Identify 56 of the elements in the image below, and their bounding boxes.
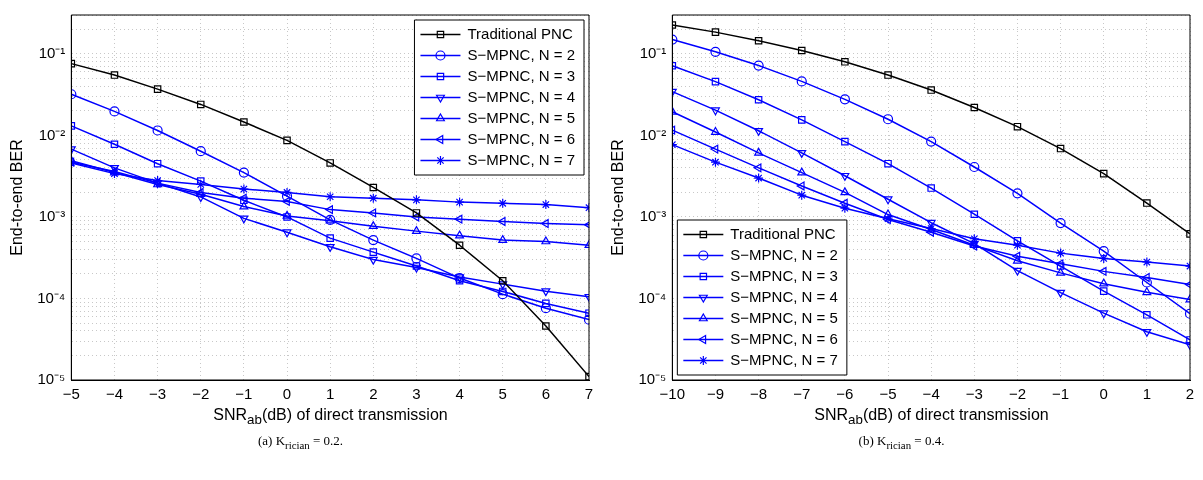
y-tick-label: 10⁻⁴ <box>638 288 667 306</box>
legend-label: S−MPNC, N = 3 <box>730 266 838 284</box>
x-tick-label: 1 <box>1142 385 1152 403</box>
y-tick-label: 10⁻⁵ <box>37 370 66 388</box>
y-tick-label: 10⁻¹ <box>639 44 667 62</box>
legend-label: Traditional PNC <box>730 224 836 242</box>
x-tick-label: −5 <box>62 385 80 403</box>
legend-label: S−MPNC, N = 5 <box>730 308 838 326</box>
x-tick-label: −7 <box>793 385 811 403</box>
y-tick-label: 10⁻² <box>639 125 667 143</box>
y-tick-label: 10⁻² <box>38 125 66 143</box>
x-axis-title: SNR$_{ab}$(dB) of direct transmission <box>813 406 1050 428</box>
x-tick-label: 0 <box>1099 385 1108 403</box>
x-tick-label: −10 <box>659 385 686 403</box>
legend-label: S−MPNC, N = 3 <box>467 66 576 84</box>
y-tick-label: 10⁻¹ <box>38 44 66 62</box>
x-tick-label: −1 <box>235 385 253 403</box>
legend-label: S−MPNC, N = 5 <box>467 108 576 126</box>
y-axis-title: End-to-end BER <box>8 139 26 256</box>
y-tick-label: 10⁻³ <box>38 207 66 225</box>
y-tick-label: 10⁻³ <box>639 207 667 225</box>
x-tick-label: 3 <box>412 385 421 403</box>
legend-label: S−MPNC, N = 4 <box>730 287 838 305</box>
legend-label: Traditional PNC <box>467 24 573 42</box>
x-tick-label: −3 <box>149 385 167 403</box>
legend-label: S−MPNC, N = 2 <box>467 45 576 63</box>
x-tick-label: 4 <box>455 385 464 403</box>
text: (a) K$_{rician}$ = 0.2. <box>256 433 345 451</box>
legend-label: S−MPNC, N = 6 <box>467 129 576 147</box>
x-tick-label: −2 <box>192 385 210 403</box>
legend-label: S−MPNC, N = 6 <box>730 329 838 347</box>
x-tick-label: 1 <box>325 385 335 403</box>
legend-label: S−MPNC, N = 7 <box>730 350 838 368</box>
text: (b) K$_{rician}$ = 0.4. <box>857 433 946 451</box>
y-axis-title: End-to-end BER <box>609 139 627 256</box>
legend-label: S−MPNC, N = 4 <box>467 87 576 105</box>
x-tick-label: −2 <box>1008 385 1026 403</box>
x-tick-label: 7 <box>584 385 594 403</box>
x-tick-label: 2 <box>1185 385 1195 403</box>
x-tick-label: −9 <box>706 385 725 403</box>
x-tick-label: 2 <box>369 385 378 403</box>
x-tick-label: −5 <box>879 385 897 403</box>
legend-label: S−MPNC, N = 7 <box>467 150 576 168</box>
legend-label: S−MPNC, N = 2 <box>730 245 838 263</box>
x-tick-label: −6 <box>836 385 854 403</box>
x-tick-label: 0 <box>282 385 292 403</box>
x-tick-label: −3 <box>965 385 983 403</box>
x-axis-title: SNR$_{ab}$(dB) of direct transmission <box>212 406 449 428</box>
x-tick-label: −1 <box>1052 385 1070 403</box>
x-tick-label: −4 <box>922 385 940 403</box>
y-tick-label: 10⁻⁵ <box>638 370 667 388</box>
x-tick-label: 6 <box>541 385 551 403</box>
y-tick-label: 10⁻⁴ <box>37 288 66 306</box>
x-tick-label: −8 <box>750 385 768 403</box>
x-tick-label: −4 <box>105 385 124 403</box>
x-tick-label: 5 <box>498 385 507 403</box>
